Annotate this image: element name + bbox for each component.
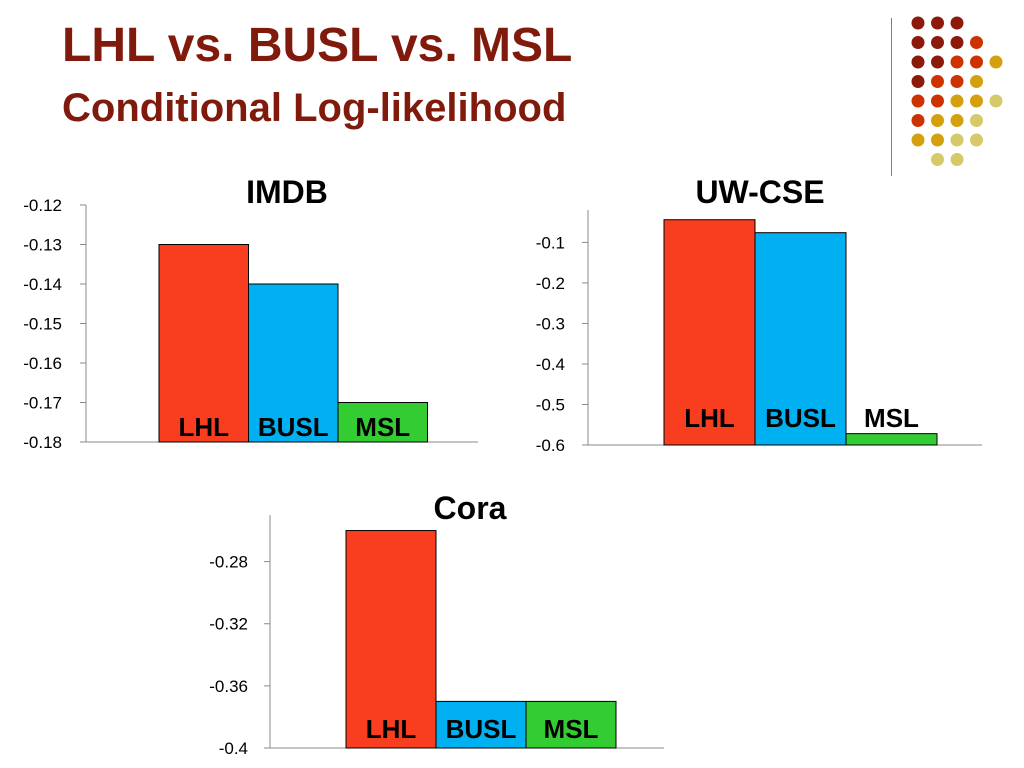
decor-dot: [950, 36, 964, 49]
bar-label: LHL: [684, 403, 735, 433]
decor-dot: [931, 133, 944, 147]
y-tick-label: -0.1: [536, 233, 565, 252]
decor-dot: [970, 55, 983, 69]
y-tick-label: -0.13: [23, 236, 62, 255]
bar-label: MSL: [864, 403, 919, 433]
chart-title: Cora: [434, 490, 507, 526]
y-tick-label: -0.36: [209, 677, 248, 696]
decor-dot: [931, 114, 944, 127]
decor-dot: [970, 36, 983, 49]
y-tick-label: -0.32: [209, 615, 248, 634]
bar-busl: [435, 700, 527, 749]
y-tick-label: -0.28: [209, 553, 248, 572]
decor-dot: [989, 55, 1003, 69]
decor-dot: [931, 153, 944, 166]
decor-dot: [911, 36, 925, 49]
decor-dot: [931, 75, 944, 88]
decor-dot: [911, 75, 925, 88]
bar-label: MSL: [355, 412, 410, 442]
decor-dot: [970, 75, 983, 88]
decor-dot: [970, 114, 983, 127]
bar-label: BUSL: [765, 403, 836, 433]
decor-dot: [911, 16, 925, 30]
bar-lhl: [345, 530, 437, 749]
decor-divider: [891, 18, 892, 176]
bar-label: MSL: [544, 714, 599, 744]
y-tick-label: -0.5: [536, 395, 565, 414]
y-tick-label: -0.15: [23, 315, 62, 334]
decor-dot: [911, 114, 925, 127]
decor-dot: [950, 55, 964, 69]
y-tick-label: -0.16: [23, 354, 62, 373]
bar-label: BUSL: [258, 412, 329, 442]
decor-dot: [931, 94, 944, 108]
bar-msl: [525, 700, 617, 749]
bar-label: BUSL: [446, 714, 517, 744]
slide-title: LHL vs. BUSL vs. MSL: [62, 19, 573, 72]
bar-msl: [845, 433, 938, 446]
bar-msl: [337, 402, 428, 443]
y-tick-label: -0.6: [536, 436, 565, 455]
chart-title: UW-CSE: [695, 174, 824, 210]
decor-dot: [950, 75, 964, 88]
decor-dot: [950, 153, 964, 166]
decor-dot: [931, 16, 944, 30]
y-tick-label: -0.17: [23, 394, 62, 413]
decor-dot: [970, 94, 983, 108]
y-tick-label: -0.2: [536, 274, 565, 293]
decor-dot: [931, 36, 944, 49]
decor-dot: [989, 94, 1003, 108]
y-tick-label: -0.4: [536, 355, 565, 374]
bar-lhl: [158, 244, 249, 443]
slide-subtitle: Conditional Log-likelihood: [62, 86, 567, 130]
decor-dot: [911, 55, 925, 69]
decor-dot: [911, 133, 925, 147]
bar-busl: [248, 283, 339, 443]
decor-dot: [950, 133, 964, 147]
bar-busl: [754, 232, 847, 446]
decor-dot: [950, 114, 964, 127]
bar-lhl: [663, 219, 756, 446]
y-tick-label: -0.18: [23, 433, 62, 452]
y-tick-label: -0.4: [219, 739, 248, 758]
chart-title: IMDB: [246, 174, 328, 210]
decor-dot: [950, 94, 964, 108]
y-tick-label: -0.3: [536, 314, 565, 333]
y-tick-label: -0.14: [23, 275, 62, 294]
bar-label: LHL: [366, 714, 417, 744]
y-tick-label: -0.12: [23, 196, 62, 215]
decor-dot-pattern: [911, 16, 1003, 166]
decor-dot: [970, 133, 983, 147]
decor-dot: [931, 55, 944, 69]
decor-dot: [950, 16, 964, 30]
bar-label: LHL: [178, 412, 229, 442]
decor-dot: [911, 94, 925, 108]
